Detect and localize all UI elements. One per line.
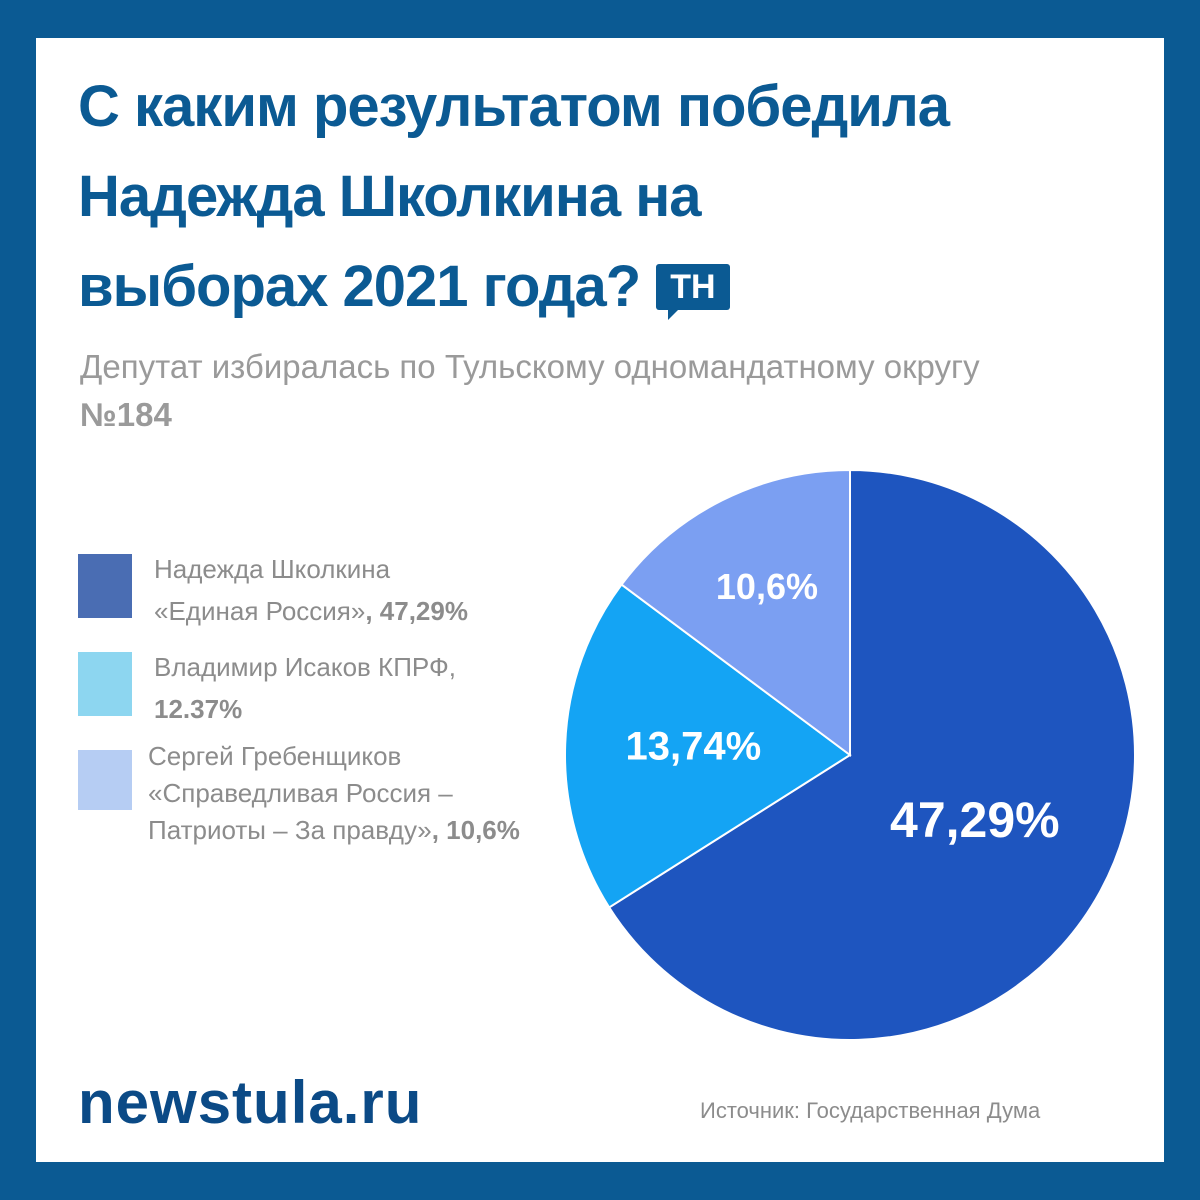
legend-value: , 10,6% <box>431 815 520 845</box>
subtitle: Депутат избиралась по Тульскому одноманд… <box>80 343 1140 439</box>
subtitle-text: Депутат избиралась по Тульскому одноманд… <box>80 348 980 385</box>
legend-text: Сергей Гребенщиков <box>148 741 402 771</box>
pie-slice <box>607 468 1136 1041</box>
pie-slice <box>564 583 852 909</box>
tn-logo: ТН <box>656 264 730 320</box>
legend-text: Надежда Школкина <box>154 554 391 584</box>
title-year: 2021 <box>342 254 469 319</box>
pie-slice-label: 47,29% <box>890 792 1060 848</box>
title-line-3: выборах 2021 года? ТН <box>78 242 949 332</box>
site-logo[interactable]: newstula.ru <box>78 1069 423 1136</box>
title-line-2: Надежда Школкина на <box>78 164 702 229</box>
legend-text: Владимир Исаков КПРФ, <box>154 652 456 682</box>
pie-slice <box>620 468 851 757</box>
pie-slice-label: 10,6% <box>716 566 818 607</box>
legend-label: Надежда Школкина «Единая Россия», 47,29% <box>154 548 468 632</box>
legend-swatch <box>78 750 132 810</box>
pie-slice-label: 13,74% <box>626 725 762 769</box>
district-number: №184 <box>80 396 172 433</box>
title-text: года? <box>467 254 642 319</box>
source-note: Источник: Государственная Дума <box>700 1098 1041 1123</box>
legend-label: Владимир Исаков КПРФ, 12.37% <box>154 646 456 730</box>
legend-value: , 47,29% <box>365 596 468 626</box>
title-text: выборах <box>78 254 343 319</box>
title-line-1: С каким результатом победила <box>78 74 950 139</box>
legend-label: Сергей Гребенщиков «Справедливая Россия –… <box>148 738 520 849</box>
legend-text: «Справедливая Россия – <box>148 778 453 808</box>
legend-text: «Единая Россия» <box>154 596 366 626</box>
legend-value: 12.37% <box>154 694 243 724</box>
legend-text: Патриоты – За правду» <box>148 815 432 845</box>
legend-swatch <box>78 652 132 716</box>
page-title: С каким результатом победила Надежда Шко… <box>78 62 950 332</box>
legend-swatch <box>78 554 132 618</box>
